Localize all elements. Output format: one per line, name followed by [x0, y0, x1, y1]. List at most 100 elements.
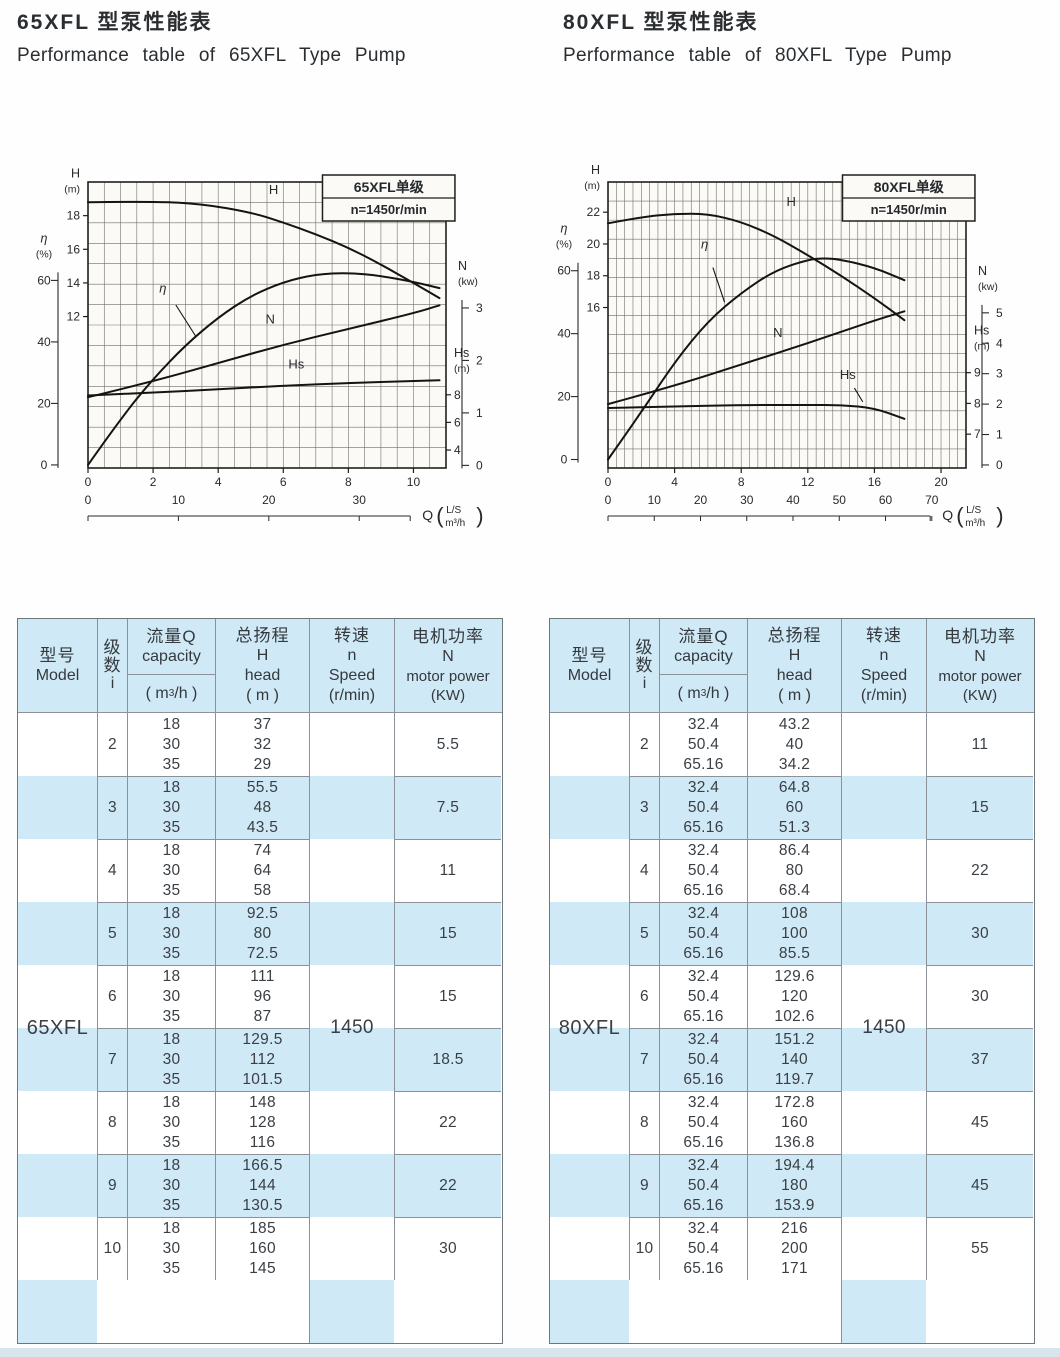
header-power: 电机功率 N motor power (KW)	[926, 619, 1033, 712]
capacity-values-cell: 18 30 35	[127, 965, 215, 1028]
left-title-en: Performance table of 65XFL Type Pump	[17, 45, 406, 66]
page-footer-strip	[0, 1348, 1060, 1357]
svg-text:16: 16	[67, 242, 81, 256]
capacity-values-cell: 18 30 35	[127, 776, 215, 839]
svg-text:0: 0	[41, 458, 48, 472]
motor-power-cell: 18.5	[394, 1028, 501, 1091]
svg-text:(m): (m)	[64, 184, 80, 196]
svg-text:50: 50	[833, 493, 847, 507]
chart-65xfl-box: 18161412H(m)6040200η(%)864Hs(m)3210N(kw)…	[28, 158, 538, 540]
svg-text:65XFL单级: 65XFL单级	[354, 179, 425, 195]
right-title-en: Performance table of 80XFL Type Pump	[563, 45, 952, 66]
svg-text:η: η	[701, 237, 708, 252]
motor-power-cell: 15	[926, 776, 1033, 839]
capacity-values-cell: 32.4 50.4 65.16	[659, 902, 747, 965]
svg-text:9: 9	[974, 366, 981, 380]
svg-text:H: H	[71, 167, 80, 181]
capacity-values-cell: 18 30 35	[127, 839, 215, 902]
header-capacity: 流量Q capacity ( m 3/h )	[659, 619, 747, 712]
motor-power-cell: 30	[926, 902, 1033, 965]
svg-text:12: 12	[67, 310, 81, 324]
stage-count-cell: 10	[629, 1217, 659, 1280]
stage-count-cell: 5	[629, 902, 659, 965]
speed-cell: 1450	[309, 713, 394, 1343]
svg-text:0: 0	[605, 475, 612, 489]
stage-count-cell: 3	[629, 776, 659, 839]
svg-text:4: 4	[454, 443, 461, 457]
svg-text:16: 16	[587, 301, 601, 315]
table-65xfl-header: 型号 Model 级 数 i 流量Q capacity ( m 3/h ) 总扬程…	[18, 619, 502, 713]
stage-count-cell: 8	[629, 1091, 659, 1154]
motor-power-cell: 30	[394, 1217, 501, 1280]
motor-power-cell: 7.5	[394, 776, 501, 839]
svg-text:30: 30	[353, 493, 367, 507]
header-speed: 转速 n Speed (r/min)	[309, 619, 394, 712]
left-title-block: 65XFL 型泵性能表 Performance table of 65XFL T…	[17, 6, 537, 67]
head-values-cell: 185 160 145	[215, 1217, 309, 1280]
motor-power-cell: 22	[926, 839, 1033, 902]
header-capacity: 流量Q capacity ( m 3/h )	[127, 619, 215, 712]
svg-text:4: 4	[671, 475, 678, 489]
header-head: 总扬程 H head ( m )	[215, 619, 309, 712]
capacity-values-cell: 32.4 50.4 65.16	[659, 839, 747, 902]
svg-text:22: 22	[587, 205, 601, 219]
model-cell: 65XFL	[18, 713, 97, 1343]
stage-count-cell: 6	[629, 965, 659, 1028]
svg-text:40: 40	[557, 327, 571, 341]
svg-text:(: (	[436, 503, 444, 528]
svg-text:η: η	[561, 222, 568, 236]
capacity-values-cell: 18 30 35	[127, 713, 215, 776]
stage-count-cell: 7	[97, 1028, 127, 1091]
svg-text:): )	[476, 503, 483, 528]
svg-text:): )	[996, 503, 1003, 528]
head-values-cell: 55.5 48 43.5	[215, 776, 309, 839]
svg-text:5: 5	[996, 306, 1003, 320]
header-speed: 转速 n Speed (r/min)	[841, 619, 926, 712]
header-model: 型号 Model	[35, 645, 80, 684]
svg-text:80XFL单级: 80XFL单级	[874, 179, 945, 195]
capacity-values-cell: 32.4 50.4 65.16	[659, 1217, 747, 1280]
head-values-cell: 37 32 29	[215, 713, 309, 776]
svg-text:(kw): (kw)	[458, 276, 478, 288]
svg-text:N: N	[773, 325, 782, 340]
stage-count-cell: 4	[629, 839, 659, 902]
head-values-cell: 111 96 87	[215, 965, 309, 1028]
svg-text:12: 12	[801, 475, 815, 489]
motor-power-cell: 11	[394, 839, 501, 902]
head-values-cell: 216 200 171	[747, 1217, 841, 1280]
motor-power-cell: 15	[394, 965, 501, 1028]
head-values-cell: 108 100 85.5	[747, 902, 841, 965]
svg-text:(kw): (kw)	[978, 281, 998, 293]
svg-text:3: 3	[996, 367, 1003, 381]
svg-text:8: 8	[345, 475, 352, 489]
svg-text:6: 6	[280, 475, 287, 489]
svg-text:20: 20	[587, 237, 601, 251]
head-values-cell: 43.2 40 34.2	[747, 713, 841, 776]
svg-text:20: 20	[37, 396, 51, 410]
svg-text:n=1450r/min: n=1450r/min	[871, 202, 947, 217]
svg-text:40: 40	[786, 493, 800, 507]
header-power: 电机功率 N motor power (KW)	[394, 619, 501, 712]
svg-text:2: 2	[996, 397, 1003, 411]
stage-count-cell: 2	[629, 713, 659, 776]
capacity-values-cell: 32.4 50.4 65.16	[659, 1091, 747, 1154]
svg-text:7: 7	[974, 427, 981, 441]
svg-text:70: 70	[925, 493, 939, 507]
stage-count-cell: 4	[97, 839, 127, 902]
motor-power-cell: 22	[394, 1091, 501, 1154]
svg-text:20: 20	[934, 475, 948, 489]
svg-text:30: 30	[740, 493, 754, 507]
capacity-values-cell: 32.4 50.4 65.16	[659, 713, 747, 776]
motor-power-cell: 11	[926, 713, 1033, 776]
left-title-zh: 65XFL 型泵性能表	[17, 11, 213, 34]
chart-80xfl-box: 22201816H(m)6040200η(%)987Hs(m)543210N(k…	[548, 158, 1058, 540]
head-values-cell: 86.4 80 68.4	[747, 839, 841, 902]
svg-text:n=1450r/min: n=1450r/min	[351, 202, 427, 217]
svg-text:L/S: L/S	[966, 505, 981, 516]
svg-text:Q: Q	[422, 507, 433, 523]
svg-text:(m): (m)	[584, 180, 600, 192]
svg-text:1: 1	[996, 428, 1003, 442]
svg-text:60: 60	[557, 264, 571, 278]
header-stage: 级 数 i	[629, 619, 659, 712]
